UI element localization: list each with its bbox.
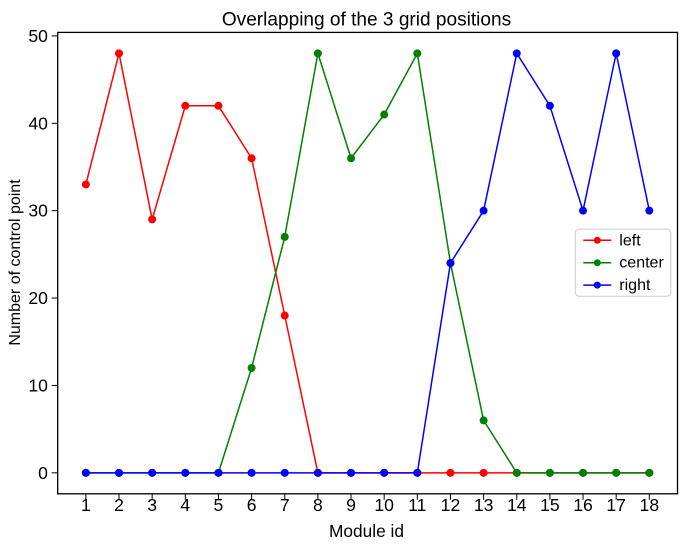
svg-text:30: 30	[28, 201, 48, 221]
svg-text:10: 10	[28, 375, 48, 395]
svg-text:7: 7	[280, 495, 290, 515]
svg-text:left: left	[619, 232, 641, 249]
svg-text:3: 3	[147, 495, 157, 515]
svg-text:right: right	[619, 277, 651, 294]
svg-text:18: 18	[640, 495, 660, 515]
svg-text:14: 14	[507, 495, 527, 515]
svg-text:6: 6	[247, 495, 257, 515]
svg-text:11: 11	[408, 495, 426, 515]
svg-text:4: 4	[180, 495, 190, 515]
svg-text:12: 12	[441, 495, 461, 515]
svg-text:15: 15	[540, 495, 560, 515]
svg-text:20: 20	[28, 288, 48, 308]
svg-text:16: 16	[573, 495, 593, 515]
svg-text:2: 2	[114, 495, 124, 515]
svg-text:8: 8	[313, 495, 323, 515]
svg-text:0: 0	[38, 463, 48, 483]
svg-text:9: 9	[346, 495, 356, 515]
svg-text:50: 50	[28, 26, 48, 46]
svg-text:Overlapping of the 3 grid posi: Overlapping of the 3 grid positions	[222, 10, 511, 31]
svg-text:center: center	[619, 255, 664, 272]
svg-text:40: 40	[28, 113, 48, 133]
svg-text:13: 13	[474, 495, 494, 515]
svg-text:5: 5	[214, 495, 224, 515]
svg-text:1: 1	[81, 495, 91, 515]
svg-text:Module id: Module id	[329, 521, 404, 541]
svg-text:17: 17	[606, 495, 626, 515]
svg-text:10: 10	[374, 495, 394, 515]
svg-text:Number of control point: Number of control point	[7, 179, 24, 346]
